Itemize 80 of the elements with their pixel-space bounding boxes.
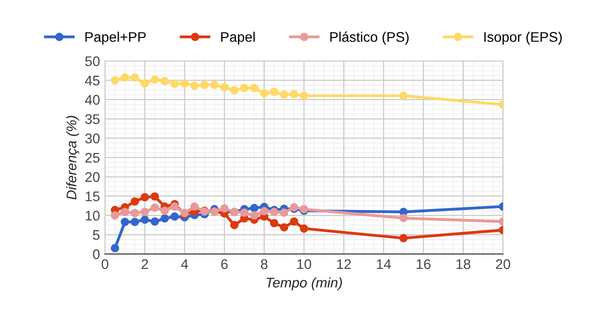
point	[270, 218, 278, 228]
point	[130, 208, 140, 218]
point	[120, 73, 130, 82]
point	[250, 204, 258, 212]
point	[260, 89, 268, 98]
y-tick-label: 5	[92, 230, 100, 240]
y-tick-label: 50	[85, 56, 100, 66]
point	[140, 208, 149, 216]
point	[150, 204, 159, 212]
point	[140, 79, 149, 88]
point	[190, 202, 199, 211]
point	[160, 214, 169, 223]
point	[250, 211, 258, 220]
legend-label: Papel+PP	[85, 32, 146, 45]
point	[180, 79, 189, 88]
point	[240, 208, 248, 217]
point	[200, 80, 209, 90]
point	[210, 80, 219, 90]
point	[220, 204, 229, 213]
point	[170, 212, 179, 221]
point	[110, 211, 120, 220]
point	[160, 206, 169, 215]
x-tick-label: 4	[181, 259, 188, 269]
x-tick-label: 16	[416, 259, 431, 270]
x-tick-label: 14	[376, 259, 391, 269]
y-tick-label: 30	[85, 134, 100, 144]
point	[280, 208, 288, 217]
point	[130, 73, 140, 82]
y-tick-label: 0	[92, 249, 100, 260]
x-tick-label: 10	[297, 259, 312, 270]
x-tick-label: 8	[260, 259, 268, 270]
x-tick-label: 18	[456, 259, 470, 270]
x-tick-label: 6	[221, 259, 228, 270]
y-tick-label: 25	[85, 152, 100, 163]
point	[270, 88, 278, 96]
legend-label: Plástico (PS)	[330, 32, 409, 45]
x-tick-label: 20	[496, 259, 510, 270]
y-tick-label: 40	[85, 94, 100, 105]
point	[220, 83, 229, 92]
y-axis-title: Diferença (%)	[66, 116, 80, 200]
y-tick-label: 45	[85, 76, 100, 86]
point	[280, 223, 288, 232]
point	[110, 76, 120, 84]
x-tick-label: 12	[337, 259, 351, 269]
point	[130, 197, 140, 206]
point	[170, 80, 179, 88]
point	[260, 206, 268, 216]
legend-label: Isopor (EPS)	[484, 32, 562, 45]
point	[160, 76, 169, 86]
point	[280, 90, 288, 99]
point	[150, 192, 159, 201]
point	[290, 90, 298, 98]
x-tick-label: 0	[102, 259, 108, 270]
x-tick-label: 2	[142, 259, 148, 269]
point	[150, 217, 159, 226]
point	[230, 220, 239, 230]
point	[190, 82, 199, 90]
point	[110, 244, 120, 252]
point	[300, 92, 308, 100]
point	[130, 218, 140, 226]
point	[399, 214, 408, 222]
point	[120, 208, 130, 216]
point	[120, 218, 130, 226]
point	[170, 202, 179, 211]
point	[150, 75, 159, 84]
y-tick-label: 35	[85, 114, 100, 124]
point	[399, 92, 408, 100]
point	[140, 215, 149, 224]
point	[290, 217, 298, 226]
point	[399, 234, 408, 242]
y-tick-label: 20	[85, 172, 100, 182]
point	[250, 84, 258, 92]
point	[230, 86, 239, 95]
y-tick-label: 10	[86, 210, 100, 221]
x-axis-title: Tempo (min)	[266, 277, 342, 290]
point	[240, 84, 248, 92]
legend-label: Papel	[221, 32, 255, 45]
point	[140, 193, 149, 202]
point	[300, 224, 308, 233]
y-tick-label: 15	[86, 192, 100, 202]
